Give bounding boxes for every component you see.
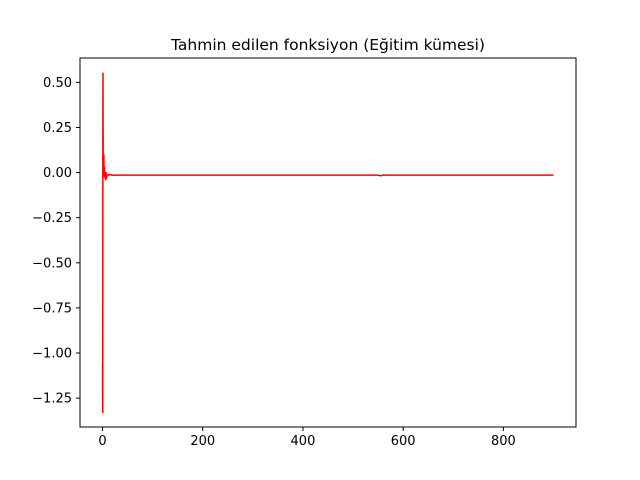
y-axis: 0.50 0.25 0.00 −0.25 −0.50 −0.75 −1.00 −1.25 <box>32 76 80 407</box>
y-tick-label: −0.25 <box>32 211 72 226</box>
y-tick-label: −0.75 <box>32 301 72 316</box>
x-tick-label: 400 <box>291 434 316 449</box>
x-tick-label: 800 <box>491 434 516 449</box>
plot-area <box>101 72 554 414</box>
x-tick-label: 600 <box>391 434 416 449</box>
chart-title: Tahmin edilen fonksiyon (Eğitim kümesi) <box>170 36 485 54</box>
y-tick-label: −1.00 <box>32 347 72 362</box>
y-tick-label: 0.00 <box>43 166 72 181</box>
x-tick-label: 200 <box>190 434 215 449</box>
y-tick-label: −1.25 <box>32 392 72 407</box>
x-tick-label: 0 <box>98 434 106 449</box>
y-tick-label: −0.50 <box>32 256 72 271</box>
y-tick-label: 0.25 <box>43 121 72 136</box>
x-axis: 0 200 400 600 800 <box>98 427 516 449</box>
plot-frame <box>79 57 577 428</box>
series-line-0 <box>101 72 554 414</box>
y-tick-label: 0.50 <box>43 76 72 91</box>
